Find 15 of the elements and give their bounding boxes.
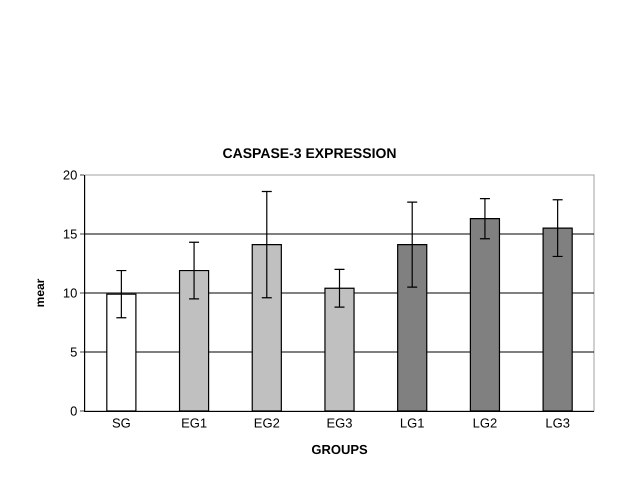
x-axis-title: GROUPS: [311, 442, 368, 458]
x-tick-label: LG2: [472, 416, 498, 431]
y-tick-label: 5: [70, 344, 78, 360]
x-tick-label: EG2: [254, 416, 280, 431]
x-tick-label: SG: [112, 416, 131, 431]
chart-title: CASPASE-3 EXPRESSION: [222, 144, 397, 161]
x-tick-label: EG1: [181, 416, 208, 431]
y-tick-label: 15: [62, 226, 78, 242]
x-tick-label: LG1: [400, 416, 424, 431]
y-tick-label: 20: [62, 168, 78, 183]
x-tick-label: EG3: [326, 416, 353, 431]
y-axis-title: mear: [33, 278, 48, 308]
y-tick-label: 10: [62, 286, 78, 301]
y-tick-label: 0: [70, 404, 78, 419]
x-tick-label: LG3: [545, 416, 570, 431]
